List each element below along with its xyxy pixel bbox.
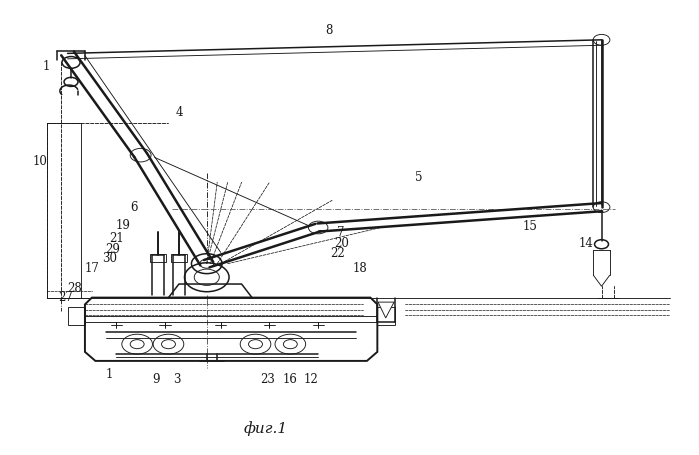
- Text: 7: 7: [338, 226, 345, 238]
- Text: 16: 16: [283, 374, 298, 386]
- Text: 19: 19: [116, 219, 131, 232]
- Text: 8: 8: [325, 24, 332, 37]
- Text: 9: 9: [152, 374, 159, 386]
- Text: 20: 20: [333, 237, 349, 250]
- Text: 3: 3: [173, 374, 180, 386]
- Text: 17: 17: [85, 262, 99, 275]
- Text: 15: 15: [523, 220, 538, 233]
- Text: 27: 27: [58, 291, 73, 304]
- Text: фиг.1: фиг.1: [244, 421, 288, 436]
- Text: 12: 12: [304, 374, 319, 386]
- Text: 18: 18: [352, 262, 367, 275]
- Text: 22: 22: [331, 247, 345, 260]
- Text: 6: 6: [130, 201, 138, 214]
- Text: 28: 28: [67, 282, 82, 295]
- Text: 23: 23: [260, 374, 275, 386]
- Text: 4: 4: [175, 106, 182, 119]
- Polygon shape: [378, 302, 394, 318]
- Text: 10: 10: [32, 156, 47, 168]
- Text: 30: 30: [102, 252, 117, 265]
- Text: 14: 14: [579, 237, 593, 250]
- Text: 1: 1: [43, 61, 50, 73]
- Bar: [150, 254, 166, 263]
- Bar: [171, 254, 187, 263]
- Text: 29: 29: [106, 243, 120, 256]
- Text: 21: 21: [109, 233, 124, 245]
- Text: 1: 1: [106, 368, 113, 381]
- Text: 5: 5: [415, 171, 423, 184]
